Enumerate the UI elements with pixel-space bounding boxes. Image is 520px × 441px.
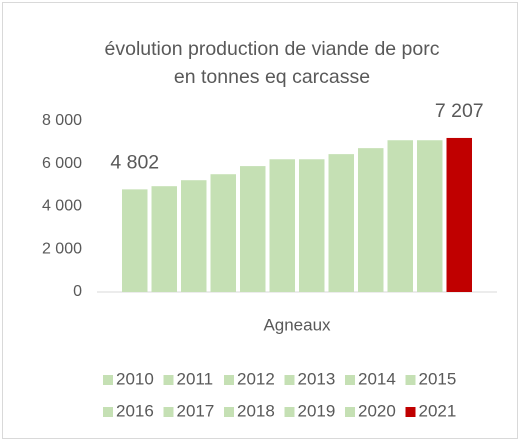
bar xyxy=(210,174,236,292)
legend-swatch xyxy=(163,407,174,417)
legend-label: 2017 xyxy=(177,401,215,420)
legend-swatch xyxy=(224,407,234,417)
y-tick-label: 0 xyxy=(73,283,82,300)
bar xyxy=(181,180,207,292)
data-label: 7 207 xyxy=(435,100,484,122)
legend-swatch xyxy=(345,407,355,417)
legend-label: 2016 xyxy=(116,401,154,420)
bar xyxy=(387,140,413,292)
bar xyxy=(269,159,295,292)
bar xyxy=(240,166,266,292)
x-tick-label: Agneaux xyxy=(263,315,331,334)
bar xyxy=(328,154,354,292)
legend-label: 2020 xyxy=(358,401,396,420)
bar xyxy=(358,148,384,292)
legend-swatch xyxy=(224,375,234,385)
y-tick-label: 8 000 xyxy=(42,112,82,129)
legend-label: 2014 xyxy=(358,369,396,388)
y-tick-label: 6 000 xyxy=(42,155,82,172)
legend-swatch xyxy=(345,375,355,385)
bar xyxy=(151,186,177,292)
data-label: 4 802 xyxy=(110,152,159,174)
legend-label: 2010 xyxy=(116,369,154,388)
y-tick-label: 4 000 xyxy=(42,198,82,215)
legend-label: 2018 xyxy=(237,401,275,420)
chart-title: en tonnes eq carcasse xyxy=(174,66,370,88)
legend-swatch xyxy=(163,375,174,385)
legend-swatch xyxy=(405,375,416,385)
legend-label: 2021 xyxy=(419,401,457,420)
legend-label: 2015 xyxy=(419,369,457,388)
legend-label: 2011 xyxy=(177,369,214,388)
bar xyxy=(417,140,443,292)
bar xyxy=(122,189,148,292)
legend-swatch xyxy=(284,375,295,385)
legend-label: 2013 xyxy=(298,369,336,388)
legend-label: 2012 xyxy=(237,369,275,388)
legend-swatch xyxy=(103,375,113,385)
legend-swatch xyxy=(284,407,295,417)
chart-title: évolution production de viande de porc xyxy=(105,38,440,60)
legend-label: 2019 xyxy=(298,401,336,420)
legend-swatch xyxy=(405,407,416,417)
y-tick-label: 2 000 xyxy=(42,240,82,257)
bar xyxy=(446,137,472,292)
bar xyxy=(299,159,325,292)
legend-swatch xyxy=(103,407,113,417)
